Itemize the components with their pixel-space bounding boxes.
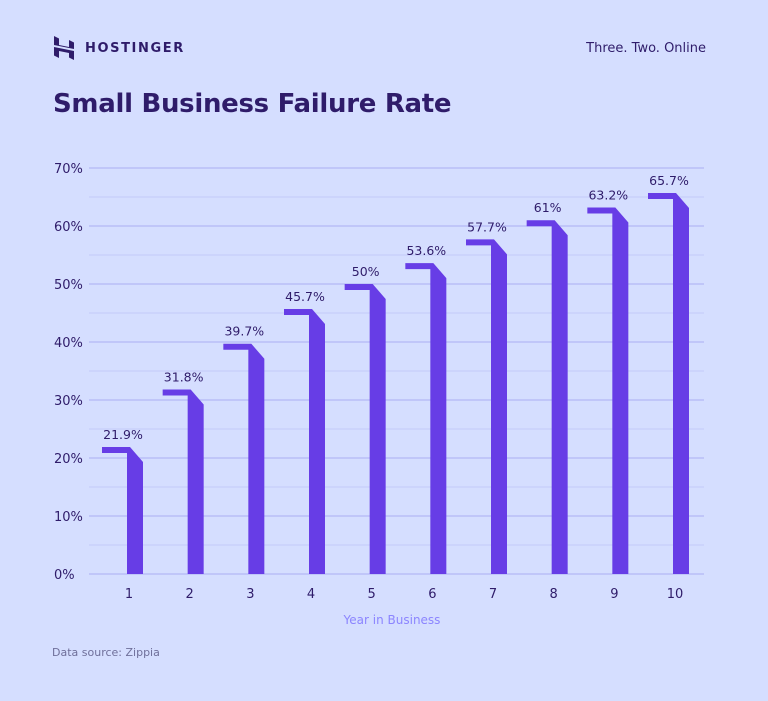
hostinger-logo-icon [54, 36, 74, 60]
bar-value-label: 50% [352, 264, 380, 279]
bar-value-label: 39.7% [224, 324, 264, 339]
bar-shape [284, 308, 325, 574]
x-tick-label: 4 [307, 587, 315, 602]
y-tick-label: 30% [54, 394, 83, 409]
tagline: Three. Two. Online [586, 41, 706, 56]
bar: 50% [344, 264, 386, 574]
y-tick-label: 50% [54, 278, 83, 293]
bar-value-label: 31.8% [164, 370, 204, 385]
bar-value-label: 45.7% [285, 289, 325, 304]
bar: 31.8% [162, 370, 204, 574]
x-tick-label: 1 [125, 587, 133, 602]
bar-shape [223, 343, 265, 574]
x-tick-label: 2 [186, 587, 194, 602]
y-tick-label: 60% [54, 220, 83, 235]
x-tick-label: 3 [246, 587, 254, 602]
bar-shape [587, 207, 629, 574]
y-tick-label: 0% [54, 568, 75, 583]
bar-shape [344, 284, 386, 574]
bar-shape [466, 239, 507, 574]
x-axis-ticks: 1 2 3 4 5 6 7 8 9 10 [125, 587, 683, 602]
bar: 45.7% [284, 289, 325, 574]
chart-title: Small Business Failure Rate [53, 89, 452, 119]
x-tick-label: 6 [428, 587, 436, 602]
y-tick-label: 70% [54, 162, 83, 177]
bar-shape [405, 263, 447, 574]
x-tick-label: 7 [489, 587, 497, 602]
bar-value-label: 61% [534, 200, 562, 215]
y-axis-ticks: 0% 10% 20% 30% 40% 50% 60% 70% [54, 162, 83, 583]
bar-shape [162, 389, 204, 574]
x-tick-label: 8 [550, 587, 558, 602]
bar-value-label: 57.7% [467, 219, 507, 234]
bar-value-label: 65.7% [649, 173, 689, 188]
bar: 65.7% [648, 173, 689, 574]
bar-value-label: 21.9% [103, 427, 143, 442]
x-tick-label: 5 [368, 587, 376, 602]
bar: 63.2% [587, 187, 629, 574]
y-tick-label: 10% [54, 510, 83, 525]
brand: HOSTINGER [54, 36, 185, 60]
brand-name: HOSTINGER [85, 40, 185, 56]
bar-shape [648, 192, 689, 574]
bar: 57.7% [466, 219, 507, 574]
bar: 61% [526, 200, 568, 574]
bar: 21.9% [102, 427, 143, 574]
y-tick-label: 40% [54, 336, 83, 351]
y-tick-label: 20% [54, 452, 83, 467]
bar-value-label: 53.6% [406, 243, 446, 258]
bar-shape [526, 220, 568, 574]
x-axis-title: Year in Business [343, 613, 441, 627]
bar: 39.7% [223, 324, 265, 574]
x-tick-label: 9 [610, 587, 618, 602]
data-source: Data source: Zippia [52, 646, 160, 659]
bar-shape [102, 446, 143, 574]
x-tick-label: 10 [667, 587, 684, 602]
bar-value-label: 63.2% [588, 187, 628, 202]
bars: 21.9% 31.8% 39.7% 45.7% 50% 53.6% 57.7% 61% 63.2… [102, 173, 689, 574]
bar: 53.6% [405, 243, 447, 574]
